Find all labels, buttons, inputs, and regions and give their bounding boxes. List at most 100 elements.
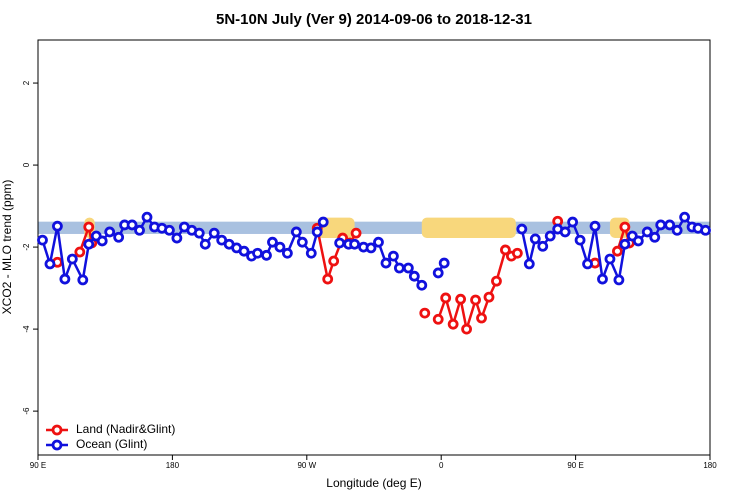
series-point [322,273,334,285]
series-point [700,224,711,236]
series-point [447,318,459,330]
series-point [589,220,601,232]
x-tick-label: 90 E [567,461,583,470]
series-point [281,247,293,259]
series-point [208,227,220,239]
series-point [380,257,392,269]
series-point [274,241,286,253]
series-point [199,238,211,250]
series-point [483,291,495,303]
series-point [134,224,145,236]
series-point [491,275,502,287]
series-point [141,211,153,223]
series-point [597,273,608,285]
series-point [296,236,308,248]
x-tick-label: 0 [439,461,444,470]
land-span [421,217,516,238]
series-point [334,237,346,249]
series-point [567,216,579,228]
series-point [408,270,420,282]
series-point [261,249,272,261]
series-point [641,226,653,238]
series-point [238,245,250,257]
series-point [52,220,63,232]
legend-marker [51,439,63,451]
x-tick-label: 180 [166,461,180,470]
series-point [104,226,116,238]
legend-marker [51,424,63,436]
series-point [613,274,625,286]
series-point [612,245,623,257]
series-point [440,292,452,304]
series-point [267,236,278,248]
y-tick-label: 0 [22,162,31,167]
series-point [349,238,360,250]
chart-title: 5N-10N July (Ver 9) 2014-09-06 to 2018-1… [216,11,532,28]
series-point [74,246,86,258]
x-tick-label: 90 E [30,461,46,470]
series-point [83,221,95,233]
legend-label: Ocean (Glint) [76,437,147,451]
series-point [388,250,399,262]
series-point [365,242,377,254]
series-point [83,238,95,250]
series-point [582,258,593,270]
series-point [419,307,431,319]
series-point [311,226,323,238]
series-point [523,258,535,270]
series-point [66,253,78,265]
y-tick-label: 2 [22,80,31,85]
series-point [113,231,125,243]
series-point [655,219,667,231]
series-point [126,219,138,231]
series-point [632,235,644,247]
series-point [671,224,683,236]
series-point [432,313,444,325]
series-point [604,253,616,265]
series-point [619,221,631,233]
series-point [559,226,571,238]
series-point [438,257,450,269]
series-point [44,258,56,270]
y-axis-label: XCO2 - MLO trend (ppm) [0,180,14,315]
series-point [574,234,586,246]
series-point [305,247,317,259]
series-point [290,226,302,238]
series-point [328,255,340,267]
series-point [649,231,661,243]
y-tick-label: -2 [22,243,31,251]
series-point [470,294,481,306]
series-point [416,279,428,291]
series-point [59,273,71,285]
series-point [96,235,108,247]
series-point [373,236,384,248]
series [37,211,711,291]
series-point [537,240,549,252]
series-point [171,232,183,244]
series-point [500,244,511,256]
x-axis-label: Longitude (deg E) [326,476,421,490]
background-band [38,221,710,234]
series-point [461,323,472,335]
series-point [317,216,329,228]
series-point [476,312,487,324]
series-point [252,247,263,259]
series-point [402,262,414,274]
series-point [164,224,175,236]
series-point [37,234,48,246]
x-tick-label: 180 [703,461,717,470]
series-point [544,230,556,242]
y-tick-label: -6 [22,407,31,415]
series-point [516,223,528,235]
series-point [193,227,205,239]
series-point [511,247,523,259]
legend-label: Land (Nadir&Glint) [76,422,175,436]
series-point [455,293,467,305]
series-point [77,274,89,286]
x-tick-label: 90 W [297,461,316,470]
series-point [350,227,362,239]
y-tick-label: -4 [22,325,31,333]
series-point [432,267,444,279]
series-point [619,238,631,250]
